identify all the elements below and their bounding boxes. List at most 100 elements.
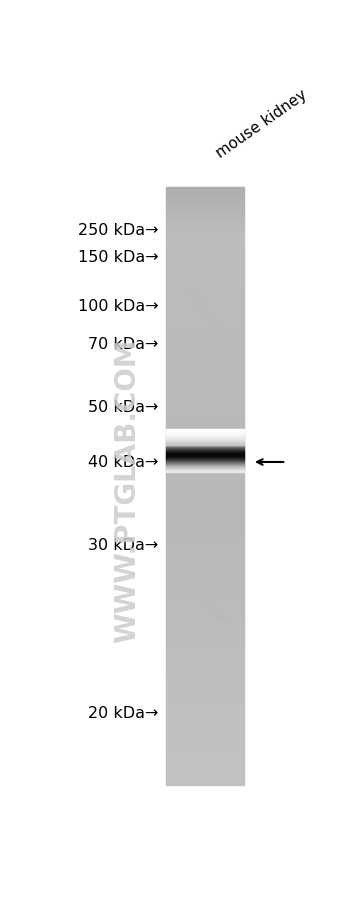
Bar bbox=[166, 210, 244, 212]
Bar bbox=[166, 268, 244, 270]
Bar bbox=[166, 695, 244, 698]
Bar bbox=[166, 212, 244, 214]
Bar bbox=[166, 732, 244, 733]
Bar bbox=[166, 387, 244, 389]
Text: 100 kDa→: 100 kDa→ bbox=[78, 299, 158, 314]
Bar bbox=[166, 497, 244, 499]
Bar bbox=[166, 467, 244, 469]
Bar bbox=[166, 722, 244, 723]
Bar bbox=[166, 385, 244, 387]
Bar bbox=[166, 457, 244, 459]
Bar bbox=[166, 347, 244, 349]
Bar bbox=[166, 502, 244, 505]
Bar bbox=[166, 445, 244, 447]
Bar bbox=[166, 331, 244, 334]
Bar bbox=[166, 459, 244, 461]
Bar bbox=[166, 236, 244, 238]
Bar bbox=[166, 400, 244, 401]
Bar bbox=[166, 431, 244, 433]
Bar bbox=[166, 190, 244, 192]
Bar bbox=[166, 362, 244, 364]
Bar bbox=[166, 411, 244, 413]
Bar bbox=[166, 196, 244, 198]
Bar bbox=[166, 280, 244, 281]
Bar bbox=[166, 712, 244, 713]
Bar bbox=[166, 781, 244, 784]
Bar bbox=[166, 566, 244, 568]
Bar bbox=[166, 750, 244, 751]
Bar bbox=[166, 630, 244, 632]
Text: 30 kDa→: 30 kDa→ bbox=[88, 537, 158, 552]
Bar bbox=[166, 379, 244, 382]
Bar bbox=[166, 336, 244, 337]
Bar bbox=[166, 540, 244, 542]
Bar bbox=[166, 638, 244, 640]
Bar bbox=[166, 642, 244, 644]
Bar bbox=[166, 491, 244, 492]
Bar bbox=[166, 216, 244, 218]
Bar bbox=[166, 298, 244, 299]
Bar bbox=[166, 301, 244, 304]
Bar bbox=[166, 260, 244, 262]
Bar bbox=[166, 684, 244, 686]
Bar bbox=[166, 342, 244, 344]
Bar bbox=[166, 439, 244, 441]
Bar bbox=[166, 383, 244, 385]
Bar bbox=[166, 250, 244, 252]
Bar bbox=[166, 596, 244, 598]
Bar bbox=[166, 522, 244, 525]
Bar bbox=[166, 656, 244, 658]
Bar bbox=[166, 668, 244, 670]
Bar bbox=[166, 232, 244, 234]
Bar bbox=[166, 427, 244, 429]
Bar bbox=[166, 266, 244, 268]
Bar bbox=[166, 433, 244, 435]
Bar bbox=[166, 372, 244, 373]
Bar bbox=[166, 700, 244, 702]
Bar bbox=[166, 662, 244, 664]
Bar bbox=[166, 674, 244, 676]
Bar bbox=[166, 680, 244, 682]
Bar bbox=[166, 710, 244, 712]
Bar bbox=[166, 218, 244, 220]
Bar bbox=[166, 658, 244, 660]
Bar bbox=[166, 509, 244, 511]
Bar bbox=[166, 650, 244, 652]
Bar bbox=[166, 455, 244, 457]
Bar bbox=[166, 690, 244, 692]
Bar bbox=[166, 726, 244, 728]
Bar bbox=[166, 284, 244, 286]
Bar bbox=[166, 469, 244, 471]
Bar bbox=[166, 692, 244, 694]
Bar bbox=[166, 294, 244, 296]
Bar bbox=[166, 276, 244, 278]
Bar bbox=[166, 771, 244, 774]
Bar bbox=[166, 410, 244, 411]
Bar bbox=[166, 548, 244, 550]
Bar bbox=[166, 206, 244, 208]
Bar bbox=[166, 244, 244, 246]
Bar bbox=[166, 357, 244, 359]
Text: 250 kDa→: 250 kDa→ bbox=[78, 222, 158, 237]
Bar bbox=[166, 575, 244, 576]
Bar bbox=[166, 246, 244, 248]
Bar bbox=[166, 192, 244, 194]
Bar bbox=[166, 517, 244, 519]
Bar bbox=[166, 761, 244, 763]
Bar bbox=[166, 584, 244, 586]
Bar bbox=[166, 299, 244, 301]
Bar bbox=[166, 505, 244, 507]
Bar bbox=[166, 614, 244, 616]
Bar bbox=[166, 590, 244, 593]
Bar bbox=[166, 477, 244, 479]
Bar bbox=[166, 465, 244, 467]
Bar bbox=[166, 228, 244, 230]
Bar bbox=[166, 319, 244, 321]
Bar bbox=[166, 723, 244, 726]
Bar bbox=[166, 286, 244, 288]
Text: mouse kidney: mouse kidney bbox=[213, 87, 309, 161]
Bar bbox=[166, 519, 244, 520]
Bar bbox=[166, 576, 244, 578]
Bar bbox=[166, 222, 244, 224]
Bar bbox=[166, 698, 244, 700]
